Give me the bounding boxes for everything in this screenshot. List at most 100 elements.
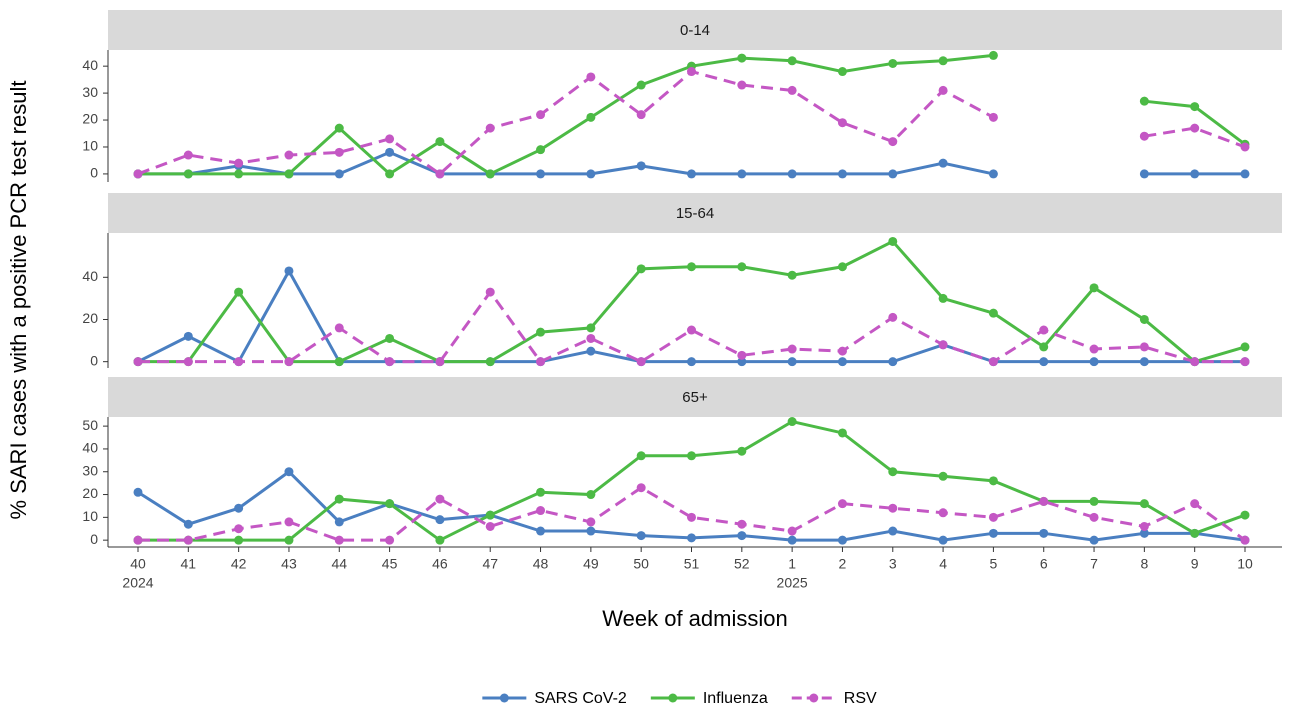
data-point	[988, 476, 998, 486]
data-point	[938, 340, 948, 350]
data-point	[737, 169, 747, 179]
x-tick-label: 3	[889, 556, 897, 572]
data-point	[183, 150, 193, 160]
data-point	[485, 123, 495, 133]
data-point	[435, 515, 445, 525]
data-point	[586, 169, 596, 179]
data-point	[1039, 357, 1049, 367]
data-point	[687, 533, 696, 543]
y-tick-label: 30	[82, 84, 98, 100]
data-point	[837, 428, 847, 438]
data-point	[334, 357, 344, 367]
data-point	[485, 169, 495, 179]
x-tick-label: 40	[130, 556, 146, 572]
legend-label: RSV	[844, 690, 877, 707]
data-point	[284, 535, 294, 545]
data-point	[938, 471, 948, 481]
data-point	[1139, 169, 1149, 179]
data-point	[1190, 102, 1200, 112]
y-tick-label: 40	[82, 440, 98, 456]
series-line	[138, 289, 1245, 364]
data-point	[837, 262, 847, 272]
data-point	[586, 526, 596, 536]
data-point	[385, 134, 395, 144]
data-point	[385, 169, 395, 179]
data-point	[787, 270, 797, 280]
data-point	[1190, 499, 1200, 509]
data-point	[435, 169, 445, 179]
data-point	[183, 169, 193, 179]
data-point	[1089, 344, 1099, 354]
data-point	[435, 494, 445, 504]
data-point	[536, 110, 546, 120]
data-point	[284, 357, 294, 367]
data-point	[485, 287, 495, 297]
data-point	[988, 112, 998, 122]
data-point	[938, 158, 948, 168]
data-point	[636, 80, 646, 90]
y-tick-label: 0	[90, 531, 98, 547]
data-point	[1139, 521, 1149, 531]
y-tick-label: 40	[82, 268, 98, 284]
data-point	[183, 331, 193, 341]
data-point	[1039, 496, 1049, 506]
data-point	[988, 512, 998, 522]
y-tick-label: 40	[82, 57, 98, 73]
data-point	[1240, 142, 1250, 152]
data-point	[334, 147, 344, 157]
data-point	[888, 137, 898, 147]
data-point	[938, 293, 948, 303]
x-tick-label: 6	[1040, 556, 1048, 572]
facet-title: 0-14	[680, 22, 710, 39]
data-point	[1139, 357, 1149, 367]
data-point	[586, 333, 596, 343]
data-point	[133, 357, 143, 367]
data-point	[938, 508, 948, 518]
data-point	[1139, 314, 1149, 324]
y-tick-label: 10	[82, 508, 98, 524]
data-point	[687, 357, 696, 367]
data-point	[234, 357, 244, 367]
data-point	[787, 535, 797, 545]
data-point	[737, 53, 747, 63]
data-point	[133, 535, 143, 545]
data-point	[888, 58, 898, 68]
data-point	[737, 262, 747, 272]
data-point	[636, 483, 646, 493]
data-point	[536, 145, 546, 155]
data-point	[787, 357, 797, 367]
y-tick-label: 0	[90, 165, 98, 181]
data-point	[687, 67, 696, 77]
data-point	[536, 526, 546, 536]
data-point	[737, 357, 747, 367]
data-point	[234, 503, 244, 513]
legend-swatch-dot	[668, 693, 678, 703]
data-point	[1039, 528, 1049, 538]
x-tick-label: 43	[281, 556, 297, 572]
series-line	[137, 469, 1246, 542]
data-point	[988, 308, 998, 318]
series-line	[137, 267, 1245, 364]
data-point	[334, 123, 344, 133]
data-point	[284, 467, 294, 477]
legend-swatch-dot	[809, 693, 819, 703]
data-point	[586, 72, 596, 82]
data-point	[385, 147, 395, 157]
data-point	[737, 446, 747, 456]
data-point	[284, 517, 294, 527]
x-tick-label: 42	[231, 556, 247, 572]
series-line	[137, 69, 995, 176]
data-point	[435, 535, 445, 545]
data-point	[787, 417, 797, 427]
facet-strip	[108, 377, 1282, 417]
data-point	[1139, 499, 1149, 509]
data-point	[1190, 357, 1200, 367]
data-point	[636, 161, 646, 171]
x-tick-label: 2	[839, 556, 847, 572]
data-point	[1139, 96, 1149, 106]
data-point	[586, 490, 596, 500]
facet-title: 65+	[682, 389, 708, 406]
data-point	[636, 531, 646, 541]
data-point	[586, 323, 596, 333]
data-point	[938, 85, 948, 95]
